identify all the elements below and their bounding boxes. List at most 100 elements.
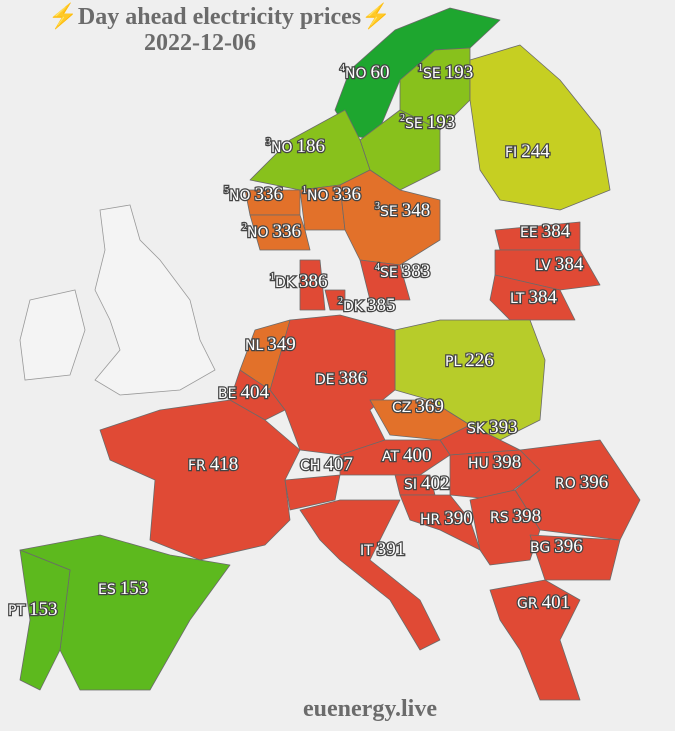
country-code: RS [490, 510, 509, 526]
price: 407 [324, 454, 353, 475]
country-code: BG [530, 540, 550, 556]
price: 402 [421, 473, 450, 494]
region-label: BG 396 [530, 536, 583, 557]
price: 384 [542, 221, 571, 242]
price: 385 [367, 295, 396, 316]
country-code: FI [505, 145, 517, 161]
country-code: ES [98, 582, 116, 598]
region-shape [489, 579, 581, 701]
country-code: HU [468, 456, 489, 472]
region-label: 1DK 386 [270, 271, 327, 292]
price: 384 [528, 287, 557, 308]
price: 391 [377, 539, 406, 560]
region-shape [339, 169, 441, 266]
zone: 1 [270, 272, 275, 283]
price: 153 [29, 599, 58, 620]
zone: 2 [400, 113, 405, 124]
price: 186 [297, 136, 326, 157]
price: 369 [415, 396, 444, 417]
region-label: 2DK 385 [338, 295, 395, 316]
regions [19, 7, 641, 701]
region-label: GR 401 [517, 592, 570, 613]
region-label: RO 396 [555, 472, 608, 493]
country-code: BE [218, 386, 236, 402]
price: 193 [445, 62, 474, 83]
country-code: NO [271, 140, 293, 156]
country-code: PL [445, 354, 461, 370]
uk-ireland-outline [19, 204, 216, 396]
country-code: NO [307, 188, 329, 204]
price: 349 [267, 334, 296, 355]
country-code: SE [405, 116, 423, 132]
region-label: AT 400 [382, 445, 432, 466]
region-label: CZ 369 [392, 396, 444, 417]
price: 400 [403, 445, 432, 466]
country-code: NO [345, 66, 367, 82]
price: 398 [493, 452, 522, 473]
region-label: HR 390 [420, 508, 473, 529]
country-code: AT [382, 449, 399, 465]
region-shape [469, 44, 611, 211]
price: 244 [521, 141, 550, 162]
country-code: GR [517, 596, 538, 612]
region-label: 2NO 336 [242, 221, 301, 242]
region-label: NL 349 [245, 334, 296, 355]
region-label: SI 402 [404, 473, 450, 494]
zone: 4 [375, 262, 380, 273]
country-code: DK [343, 299, 364, 315]
region-label: 3SE 348 [375, 200, 430, 221]
country-code: DE [315, 372, 335, 388]
price: 396 [580, 472, 609, 493]
region-shape [514, 439, 641, 541]
zone: 4 [340, 63, 345, 74]
zone: 3 [266, 137, 271, 148]
price: 60 [371, 62, 390, 83]
price: 390 [444, 508, 473, 529]
country-code: FR [188, 458, 206, 474]
region-shape [529, 534, 621, 581]
country-code: SE [380, 204, 398, 220]
price: 193 [427, 112, 456, 133]
region-label: SK 393 [467, 417, 518, 438]
region-label: IT 391 [360, 539, 405, 560]
region-shape [99, 399, 301, 561]
region-shape [324, 289, 346, 311]
region-shape [299, 499, 441, 651]
price: 383 [402, 261, 431, 282]
zone: 2 [242, 222, 247, 233]
region-label: 1SE 193 [418, 62, 473, 83]
price: 336 [255, 184, 284, 205]
region-shape [469, 489, 541, 566]
country-code: NO [247, 225, 269, 241]
country-code: IT [360, 543, 373, 559]
date: 2022-12-06 [144, 30, 256, 56]
country-code: SI [404, 477, 417, 493]
region-label: PT 153 [8, 599, 58, 620]
price: 386 [339, 368, 368, 389]
region-label: LV 384 [535, 254, 584, 275]
region-label: EE 384 [520, 221, 571, 242]
country-code: HR [420, 512, 441, 528]
title: ⚡Day ahead electricity prices⚡ [48, 2, 391, 30]
price: 418 [210, 454, 239, 475]
region-shape [284, 474, 341, 511]
region-label: 4NO 60 [340, 62, 390, 83]
price: 336 [273, 221, 302, 242]
region-label: DE 386 [315, 368, 367, 389]
region-shape [394, 319, 546, 441]
country-code: CH [300, 458, 320, 474]
country-code: EE [520, 225, 538, 241]
country-code: SK [467, 421, 486, 437]
country-code: RO [555, 476, 576, 492]
region-shape [489, 274, 576, 321]
zone: 5 [224, 185, 229, 196]
country-code: CZ [392, 400, 411, 416]
zone: 3 [375, 201, 380, 212]
source: euenergy.live [303, 696, 437, 722]
region-label: BE 404 [218, 382, 269, 403]
region-label: PL 226 [445, 350, 494, 371]
region-label: 4SE 383 [375, 261, 430, 282]
country-code: LT [510, 291, 525, 307]
